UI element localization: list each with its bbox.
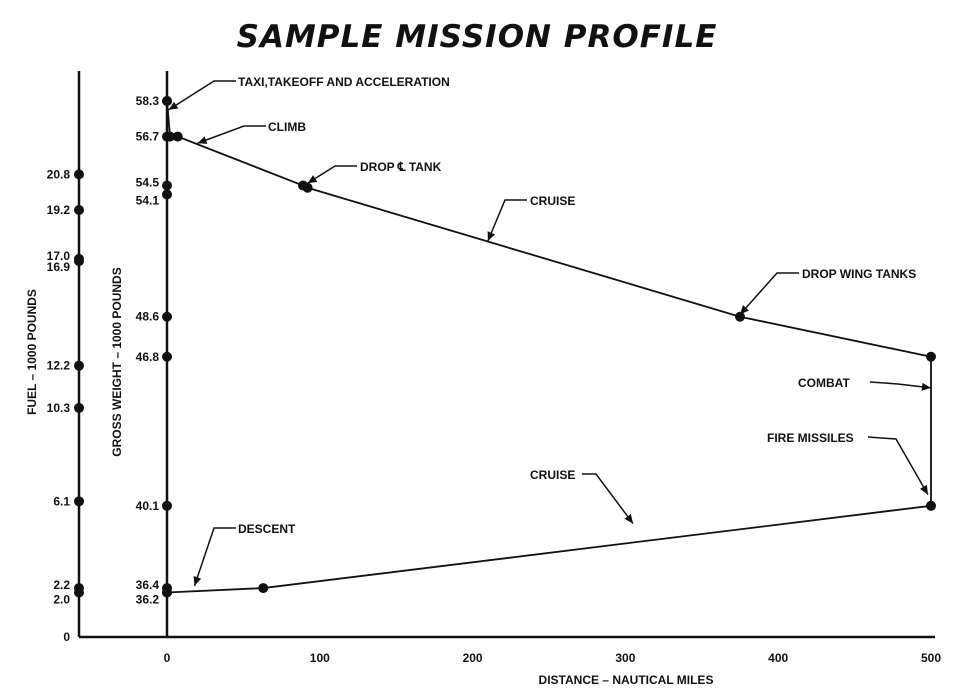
fuel-tick-label: 10.3: [47, 401, 71, 415]
annotation-leader-line: [193, 527, 236, 587]
fuel-tick-label: 2.2: [53, 578, 70, 592]
x-tick-label: 400: [768, 651, 788, 665]
profile-point: [926, 351, 936, 362]
weight-tick-label: 56.7: [136, 130, 160, 144]
profile-point: [162, 587, 172, 598]
x-tick-label: 500: [921, 651, 941, 665]
profile-point: [735, 311, 745, 322]
x-tick-label: 300: [615, 651, 635, 665]
x-tick-label: 0: [164, 651, 171, 665]
annotation-arrowhead: [193, 576, 202, 586]
x-axis-title: DISTANCE – NAUTICAL MILES: [539, 673, 714, 687]
annotation-leader-line: [867, 436, 929, 496]
annotation-arrowhead: [168, 101, 179, 110]
fuel-axis-marker: [74, 496, 84, 507]
fuel-tick-label: 19.2: [47, 203, 71, 217]
profile-point: [926, 500, 936, 511]
fuel-tick-label: 6.1: [53, 494, 70, 508]
profile-point: [302, 182, 313, 193]
weight-axis-marker: [162, 351, 172, 362]
annotation-arrowhead: [307, 175, 318, 184]
annotation-combat: COMBAT: [798, 376, 850, 390]
profile-point: [172, 131, 183, 142]
weight-tick-label: 54.5: [136, 176, 160, 190]
mission-profile-series: [162, 96, 936, 598]
weight-tick-label: 58.3: [136, 94, 160, 108]
fuel-axis-marker: [74, 360, 84, 371]
annotation-leader-line: [168, 80, 236, 111]
fuel-axis-marker: [74, 169, 84, 180]
annotation-arrowhead: [740, 305, 749, 315]
weight-tick-label: 54.1: [136, 193, 160, 207]
weight-tick-label: 40.1: [136, 499, 160, 513]
x-tick-label: 200: [463, 651, 483, 665]
annotation-fire-missiles: FIRE MISSILES: [767, 431, 854, 445]
fuel-axis-marker: [74, 256, 84, 267]
annotation-leader-line: [197, 125, 266, 144]
fuel-axis-marker: [74, 204, 84, 215]
fuel-axis-marker: [74, 587, 84, 598]
weight-axis-marker: [162, 500, 172, 511]
annotation-drop-c-tank: DROP ℄ TANK: [360, 160, 442, 174]
x-tick-labels: 0 100 200 300 400 500: [164, 651, 942, 665]
annotation-descent: DESCENT: [238, 522, 296, 536]
x-tick-label: 100: [310, 651, 330, 665]
annotation-leader-line: [582, 473, 634, 525]
fuel-tick-label: 2.0: [53, 593, 70, 607]
weight-tick-label: 36.2: [136, 593, 160, 607]
weight-tick-label: 36.4: [136, 578, 160, 592]
weight-tick-label: 46.8: [136, 350, 160, 364]
profile-point: [165, 131, 176, 142]
weight-axis-marker: [162, 180, 172, 191]
annotation-taxi: TAXI,TAKEOFF AND ACCELERATION: [238, 75, 450, 89]
profile-point: [258, 583, 269, 594]
fuel-tick-label: 12.2: [47, 359, 71, 373]
fuel-axis-marker: [74, 402, 84, 413]
annotation-climb: CLIMB: [268, 120, 306, 134]
annotation-leader-line: [487, 199, 527, 242]
annotation-arrowhead: [624, 513, 634, 524]
annotation-cruise-out: CRUISE: [530, 194, 575, 208]
weight-axis-marker: [162, 189, 172, 200]
weight-axis-title: GROSS WEIGHT – 1000 POUNDS: [110, 267, 124, 456]
fuel-tick-label: 17.0: [47, 249, 71, 263]
annotation-leaders: [168, 80, 932, 587]
annotation-leader-line: [739, 272, 799, 316]
mission-profile-line: [166, 100, 932, 594]
annotation-leader-line: [307, 165, 357, 184]
fuel-axis-title: FUEL – 1000 POUNDS: [25, 289, 39, 415]
annotation-arrowhead: [921, 382, 931, 391]
annotation-arrowhead: [197, 136, 208, 144]
fuel-tick-label: 16.9: [47, 260, 71, 274]
chart-title: SAMPLE MISSION PROFILE: [237, 19, 718, 55]
weight-axis-marker: [162, 311, 172, 322]
annotation-arrowhead: [919, 484, 928, 495]
fuel-tick-label: 0: [63, 630, 70, 644]
annotation-arrowhead: [487, 231, 496, 242]
profile-point: [162, 96, 172, 106]
annotation-cruise-back: CRUISE: [530, 468, 575, 482]
annotation-leader-line: [869, 381, 932, 389]
annotation-drop-wing-tanks: DROP WING TANKS: [802, 267, 916, 281]
weight-tick-label: 48.6: [136, 310, 160, 324]
fuel-tick-labels: 20.8 19.2 17.016.9 12.2 10.3 6.1 2.22.0 0: [47, 167, 84, 644]
fuel-tick-label: 20.8: [47, 167, 71, 181]
